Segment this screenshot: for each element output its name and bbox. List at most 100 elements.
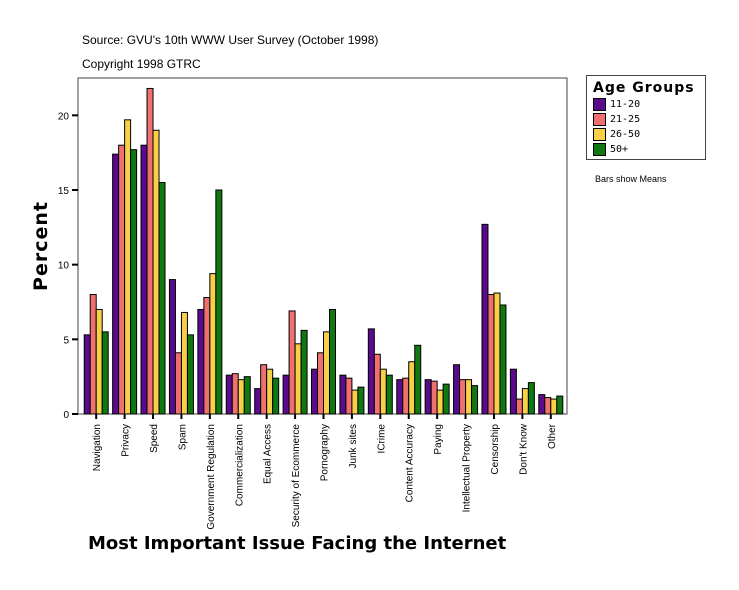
bar-26-50-privacy [124,119,132,415]
x-tick-label: Privacy [121,424,132,457]
bar-26-50-governmentregulation [209,273,217,415]
bar-26-50-spam [180,311,188,415]
bar-11-20-navigation [83,334,91,415]
x-tick-label: Content Accuracy [405,424,416,502]
bar-11-20-equalaccess [254,388,262,415]
bar-21-25-privacy [118,144,126,415]
bar-50+-equalaccess [272,377,280,415]
bar-21-25-dontknow [515,398,523,415]
copyright-text: Copyright 1998 GTRC [82,57,201,71]
bar-11-20-spam [168,279,176,415]
y-tick-label: 5 [63,335,69,346]
legend-item: 21-25 [593,112,705,126]
bar-21-25-other [544,397,552,415]
bar-26-50-dontknow [521,388,529,415]
bar-50+-contentaccuracy [414,344,422,415]
legend-label: 21-25 [610,113,641,125]
bar-50+-navigation [101,331,109,415]
bar-50+-securityofecommerce [300,329,308,415]
bar-26-50-paying [436,389,444,415]
x-axis-title: Most Important Issue Facing the Internet [88,533,507,554]
bar-11-20-censorship [481,223,489,415]
bar-21-25-icrime [373,353,381,415]
y-tick-label: 20 [58,111,70,122]
x-tick-label: Security of Ecommerce [291,424,302,528]
bar-50+-dontknow [527,382,535,415]
bar-11-20-privacy [112,153,120,415]
bar-11-20-securityofecommerce [282,374,290,415]
bar-21-25-navigation [89,294,97,415]
legend-swatch [593,97,606,111]
bar-50+-pornography [329,308,336,415]
y-tick-label: 0 [63,410,69,421]
bar-21-25-securityofecommerce [288,310,296,415]
x-tick-label: Censorship [490,424,501,475]
x-tick-label: Equal Access [263,424,274,484]
x-tick-label: Spam [177,424,188,450]
bar-50+-junksites [357,386,365,415]
bar-50+-governmentregulation [215,189,223,415]
legend: Age Groups 11-20 21-25 26-50 50+ [586,75,706,160]
bar-26-50-speed [152,129,160,415]
legend-label: 50+ [610,143,629,155]
bar-11-20-dontknow [509,368,517,415]
x-tick-label: Commercialization [234,424,245,506]
bar-21-25-intellectualproperty [459,379,467,415]
bar-50+-commercialization [243,376,251,415]
y-tick-label: 10 [58,261,70,272]
bar-50+-censorship [499,304,507,415]
y-tick-label: 15 [58,186,70,197]
x-tick-label: Paying [433,424,444,455]
bar-26-50-other [550,398,558,415]
bar-11-20-commercialization [225,374,233,415]
bar-11-20-icrime [367,328,375,415]
legend-swatch [593,142,606,156]
x-tick-label: Don't Know [518,423,529,475]
bar-11-20-other [538,394,546,415]
bar-21-25-speed [146,87,154,415]
bar-11-20-speed [140,144,148,415]
bar-11-20-paying [424,379,432,415]
x-tick-label: Other [547,423,558,449]
bar-21-25-commercialization [231,373,239,415]
bar-21-25-pornography [317,352,324,415]
bar-26-50-intellectualproperty [465,379,473,415]
bar-26-50-contentaccuracy [408,361,416,415]
bar-11-20-junksites [339,374,347,415]
x-tick-label: Government Regulation [206,424,217,530]
legend-swatch [593,127,606,141]
bar-50+-spam [186,334,194,415]
bar-26-50-icrime [379,368,387,415]
legend-title: Age Groups [593,80,695,96]
bar-21-25-censorship [487,294,495,415]
x-tick-label: ICrime [376,424,387,454]
bar-50+-paying [442,383,450,415]
bar-26-50-junksites [351,389,359,415]
legend-label: 26-50 [610,128,641,140]
bar-50+-intellectualproperty [471,385,479,415]
bar-26-50-commercialization [237,379,245,415]
legend-label: 11-20 [610,98,641,110]
bar-11-20-governmentregulation [197,308,205,415]
source-text: Source: GVU's 10th WWW User Survey (Octo… [82,33,379,47]
bar-21-25-equalaccess [260,364,268,415]
legend-swatch [593,112,606,126]
bar-26-50-navigation [95,308,103,415]
bar-11-20-contentaccuracy [396,379,404,415]
x-tick-label: Junk sites [348,424,359,468]
bar-11-20-intellectualproperty [453,364,461,415]
x-tick-label: Pornography [320,424,331,481]
bar-21-25-spam [174,352,182,415]
legend-item: 50+ [593,142,705,156]
x-tick-label: Speed [149,424,160,453]
bar-21-25-junksites [345,377,353,415]
y-axis-title: Percent [30,201,52,291]
bar-26-50-censorship [493,292,501,415]
bar-50+-speed [158,182,166,415]
bar-26-50-securityofecommerce [294,343,302,415]
bar-21-25-contentaccuracy [402,377,410,415]
legend-item: 11-20 [593,97,705,111]
x-tick-label: Navigation [92,424,103,471]
